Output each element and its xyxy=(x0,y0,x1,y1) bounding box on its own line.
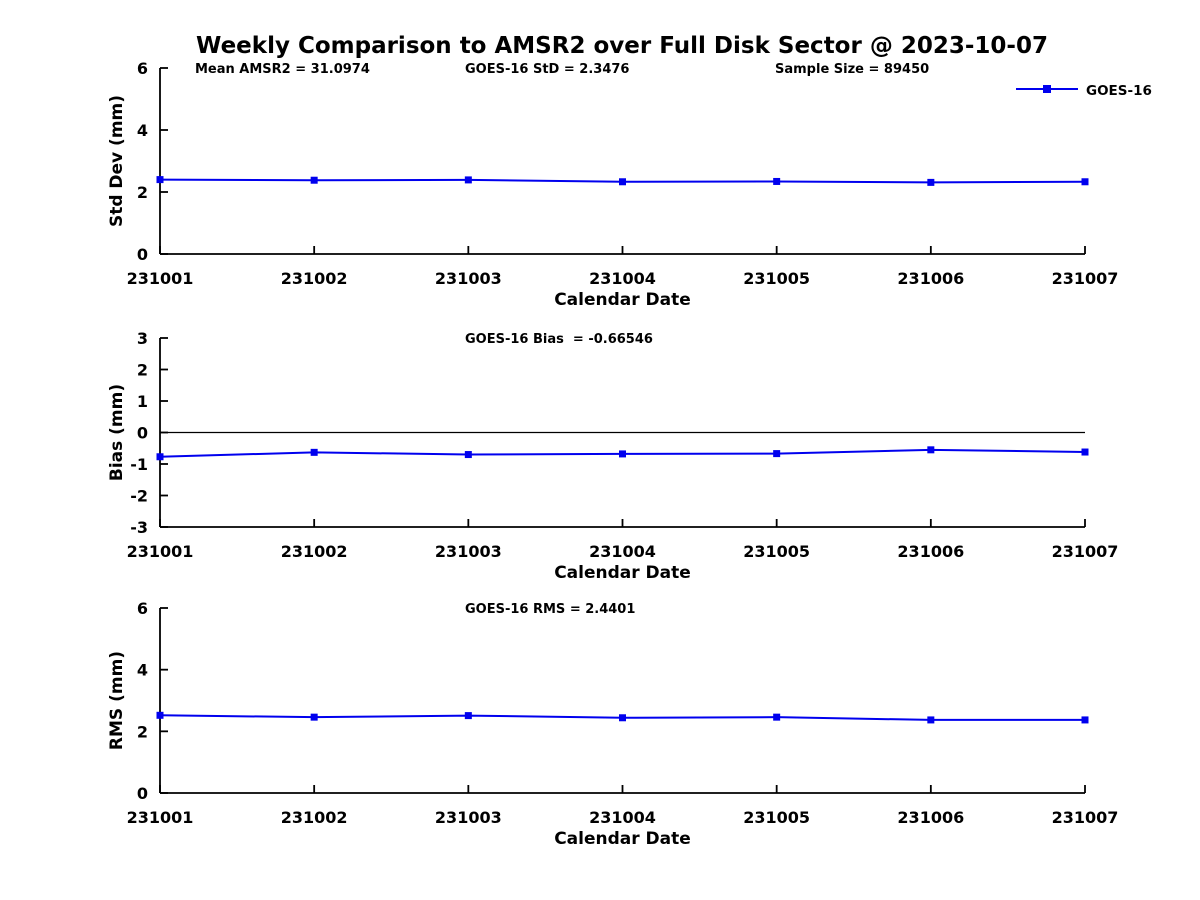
plot3-x-tick-label: 231001 xyxy=(127,808,194,827)
plot3-x-tick-label: 231006 xyxy=(897,808,964,827)
plot3-y-tick-label: 0 xyxy=(137,784,148,803)
plot2-x-tick-label: 231001 xyxy=(127,542,194,561)
plot2-y-tick-label: -2 xyxy=(130,487,148,506)
legend-label: GOES-16 xyxy=(1086,83,1152,99)
plot2-goes16-data-marker xyxy=(464,451,472,459)
plot2-stat-annotation: GOES-16 Bias = -0.66546 xyxy=(465,332,653,347)
plot1-x-tick-label: 231001 xyxy=(127,269,194,288)
plot3-x-tick-label: 231004 xyxy=(589,808,656,827)
plot1-x-axis-label: Calendar Date xyxy=(554,290,691,310)
plot2-x-tick-label: 231007 xyxy=(1052,542,1119,561)
plot3-goes16-data-marker xyxy=(773,713,781,721)
plot2-y-tick-label: 1 xyxy=(137,392,148,411)
plot2-goes16-data-marker xyxy=(1081,448,1089,456)
plot2-y-tick-label: -1 xyxy=(130,455,148,474)
plot2-y-axis-label: Bias (mm) xyxy=(107,384,127,481)
plot2-y-tick-label: 3 xyxy=(137,329,148,348)
plot3-goes16-data-marker xyxy=(464,712,472,720)
plot1-y-tick-label: 4 xyxy=(137,121,148,140)
plot1-stat-annotation: Mean AMSR2 = 31.0974 xyxy=(195,62,370,77)
plot2-goes16-data-marker xyxy=(773,450,781,458)
plot3-x-tick-label: 231003 xyxy=(435,808,502,827)
plot3-stat-annotation: GOES-16 RMS = 2.4401 xyxy=(465,602,635,617)
plot1-goes16-data-marker xyxy=(619,178,626,186)
plot3-y-axis-label: RMS (mm) xyxy=(107,651,127,750)
plot3-y-tick-label: 2 xyxy=(137,722,148,741)
plot1-goes16-data-marker xyxy=(464,176,472,184)
plot3-goes16-data-marker xyxy=(310,713,318,721)
plot1-x-tick-label: 231003 xyxy=(435,269,502,288)
legend-square-marker-icon xyxy=(1043,85,1051,93)
plot2-x-tick-label: 231006 xyxy=(897,542,964,561)
plot1-stat-annotation: Sample Size = 89450 xyxy=(775,62,929,77)
plot2-y-tick-label: 0 xyxy=(137,424,148,443)
plot3-x-axis-label: Calendar Date xyxy=(554,829,691,849)
plot1-x-tick-label: 231004 xyxy=(589,269,656,288)
plot3-y-tick-label: 4 xyxy=(137,661,148,680)
plot2-goes16-data-marker xyxy=(927,446,935,454)
plot1-y-tick-label: 2 xyxy=(137,183,148,202)
plot1-goes16-data-marker xyxy=(773,177,781,185)
plot1-x-tick-label: 231005 xyxy=(743,269,810,288)
plot3-goes16-data-marker xyxy=(927,716,935,724)
plot1-y-tick-label: 0 xyxy=(137,245,148,264)
plot2-goes16-data-marker xyxy=(619,450,626,458)
plot1-goes16-data-marker xyxy=(156,176,164,184)
plot3-x-tick-label: 231007 xyxy=(1052,808,1119,827)
plot2-y-tick-label: 2 xyxy=(137,361,148,380)
figure-title: Weekly Comparison to AMSR2 over Full Dis… xyxy=(196,33,1048,59)
plot2-y-tick-label: -3 xyxy=(130,518,148,537)
plot3-x-tick-label: 231005 xyxy=(743,808,810,827)
plot3-x-tick-label: 231002 xyxy=(281,808,348,827)
plot2-x-tick-label: 231002 xyxy=(281,542,348,561)
plot1-y-tick-label: 6 xyxy=(137,59,148,78)
plot3-goes16-data-marker xyxy=(156,711,164,719)
plot1-stat-annotation: GOES-16 StD = 2.3476 xyxy=(465,62,629,77)
plot2-x-tick-label: 231005 xyxy=(743,542,810,561)
plot2-x-axis-label: Calendar Date xyxy=(554,563,691,583)
plot1-x-tick-label: 231007 xyxy=(1052,269,1119,288)
plot1-x-tick-label: 231006 xyxy=(897,269,964,288)
plot3-y-tick-label: 6 xyxy=(137,599,148,618)
plot2-x-tick-label: 231003 xyxy=(435,542,502,561)
plot1-x-tick-label: 231002 xyxy=(281,269,348,288)
plot2-x-tick-label: 231004 xyxy=(589,542,656,561)
plot2-goes16-data-marker xyxy=(310,448,318,456)
plot1-goes16-data-marker xyxy=(1081,178,1089,186)
plot1-goes16-data-marker xyxy=(927,178,935,186)
plot3-goes16-data-marker xyxy=(1081,716,1089,724)
plot1-y-axis-label: Std Dev (mm) xyxy=(107,95,127,227)
plot1-goes16-data-marker xyxy=(310,176,318,184)
plot2-goes16-data-marker xyxy=(156,453,164,461)
plot3-goes16-data-marker xyxy=(619,714,626,722)
